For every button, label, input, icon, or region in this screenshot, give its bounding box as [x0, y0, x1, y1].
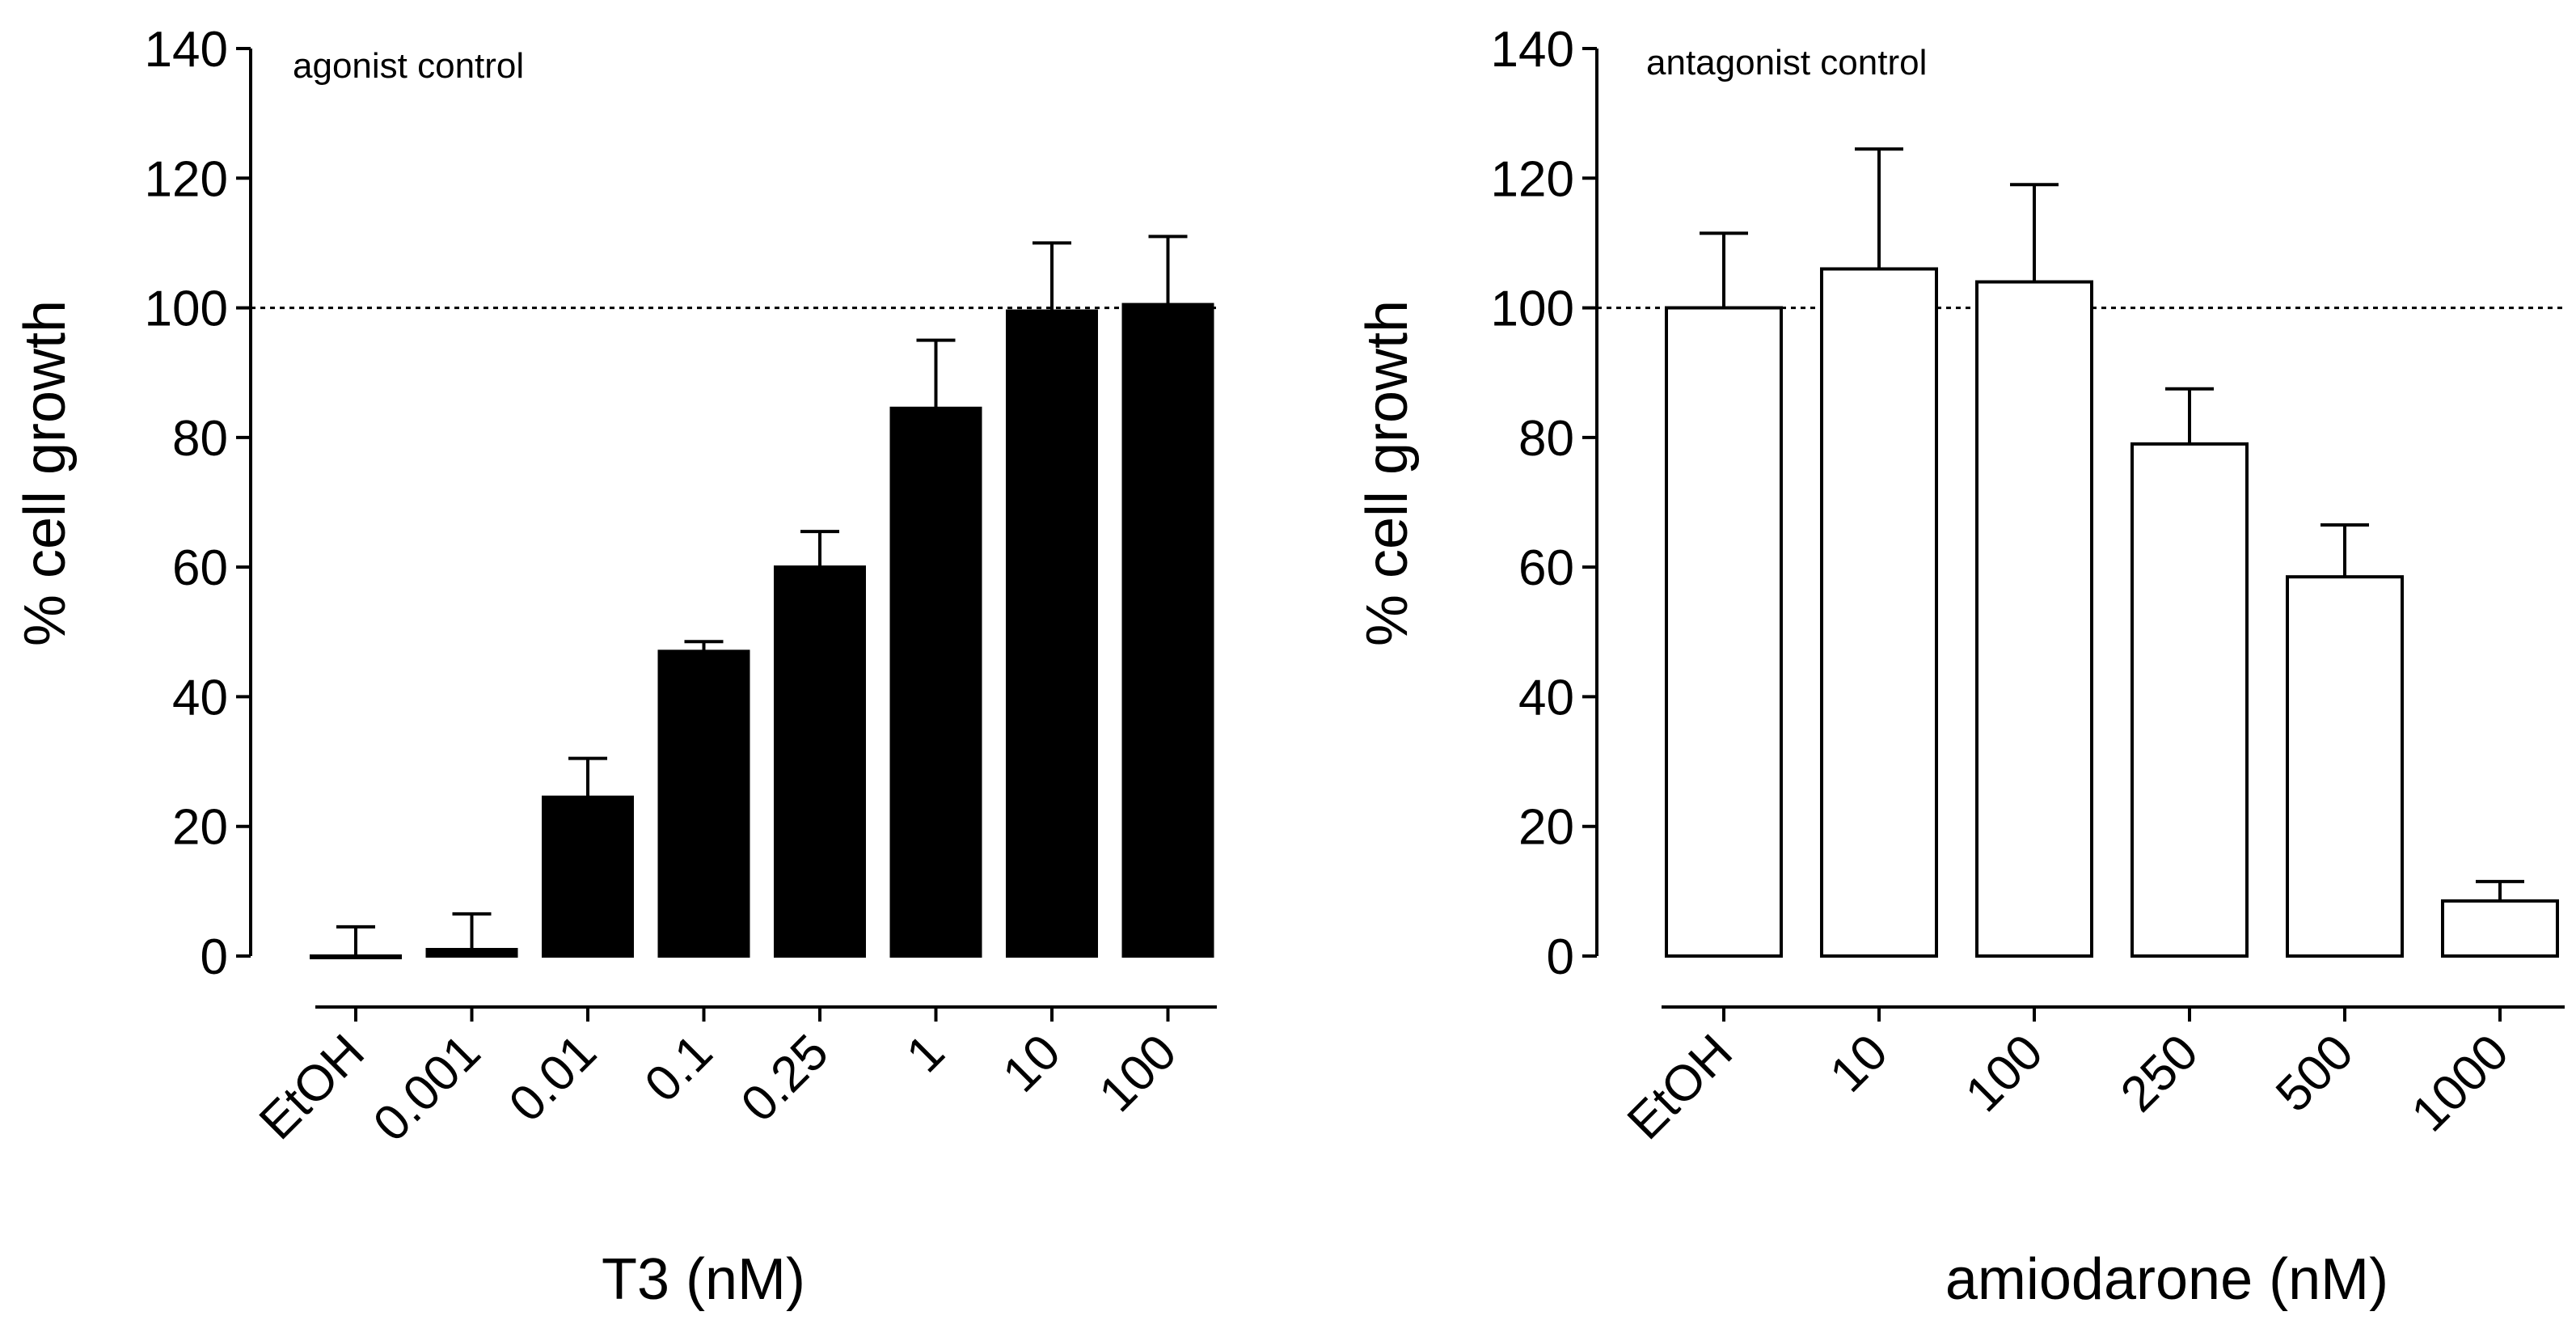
y-tick-label: 60 — [1518, 540, 1574, 596]
x-category-label: 0.25 — [731, 1024, 839, 1132]
y-tick-label: 80 — [1518, 411, 1574, 467]
x-category-label: 250 — [2110, 1024, 2209, 1123]
agonist-chart-panel: agonist control % cell growth T3 (nM) 0 2… — [13, 22, 1217, 1312]
x-category-label: 10 — [1819, 1024, 1898, 1103]
y-tick-label: 120 — [145, 151, 228, 207]
agonist-x-axis-label: T3 (nM) — [602, 1247, 805, 1312]
bar — [1975, 280, 2093, 958]
x-category-label: 100 — [1955, 1024, 2054, 1123]
y-tick-label: 80 — [172, 411, 228, 467]
y-tick-label: 40 — [1518, 670, 1574, 726]
x-category-label: 10 — [992, 1024, 1071, 1103]
bar — [2130, 442, 2249, 958]
bar — [1820, 267, 1938, 958]
y-tick-label: 140 — [1491, 22, 1574, 78]
y-tick-label: 0 — [201, 929, 228, 985]
bar — [889, 406, 982, 958]
y-tick-label: 20 — [172, 800, 228, 856]
x-category-label: 1 — [896, 1024, 955, 1083]
bar — [310, 954, 402, 959]
x-category-label: 1000 — [2401, 1024, 2519, 1142]
bar — [2441, 899, 2559, 958]
antagonist-y-axis-label: % cell growth — [1355, 300, 1420, 646]
y-tick-label: 60 — [172, 540, 228, 596]
antagonist-x-axis-label: amiodarone (nM) — [1945, 1247, 2388, 1312]
x-category-label: EtOH — [1617, 1024, 1743, 1150]
x-category-label: 100 — [1088, 1024, 1187, 1123]
bar — [657, 649, 750, 958]
bar — [1006, 309, 1098, 958]
y-tick-label: 120 — [1491, 151, 1574, 207]
y-tick-label: 20 — [1518, 800, 1574, 856]
x-category-label: EtOH — [249, 1024, 375, 1150]
y-tick-label: 40 — [172, 670, 228, 726]
y-tick-label: 140 — [145, 22, 228, 78]
agonist-annotation: agonist control — [293, 46, 524, 86]
agonist-y-axis-label: % cell growth — [13, 300, 78, 646]
bar — [774, 565, 866, 958]
y-tick-label: 100 — [145, 281, 228, 337]
y-tick-label: 0 — [1547, 929, 1574, 985]
antagonist-annotation: antagonist control — [1646, 43, 1927, 83]
y-tick-label: 100 — [1491, 281, 1574, 337]
x-category-label: 500 — [2266, 1024, 2364, 1123]
bar — [2286, 575, 2404, 958]
bar — [1665, 306, 1783, 958]
bar — [542, 795, 634, 958]
bar — [1121, 303, 1214, 958]
x-category-label: 0.001 — [363, 1024, 492, 1153]
antagonist-chart-panel: antagonist control % cell growth amiodar… — [1355, 22, 2565, 1312]
x-category-label: 0.01 — [499, 1024, 607, 1132]
x-category-label: 0.1 — [635, 1024, 724, 1113]
bar — [425, 947, 518, 958]
